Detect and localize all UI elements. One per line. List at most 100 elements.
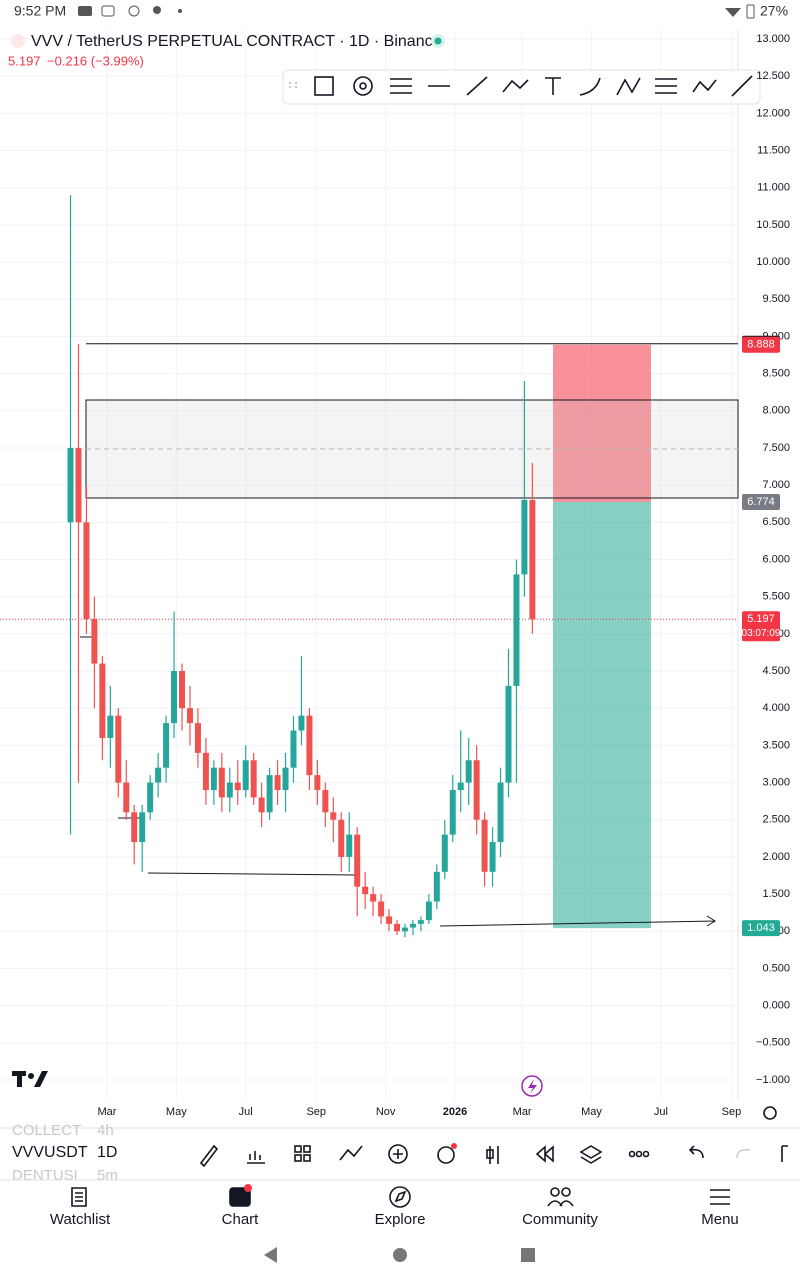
candle-body (314, 775, 321, 791)
candle-body (67, 447, 74, 523)
next-symbol: DENTUSI (12, 1167, 78, 1184)
toolbar-icons[interactable] (199, 1144, 788, 1168)
nav-label[interactable]: Community (522, 1211, 598, 1228)
candle-body (274, 775, 281, 791)
price-badge-bg (742, 336, 780, 353)
prev-symbol: COLLECT (12, 1122, 81, 1139)
y-tick-label: 8.500 (762, 368, 790, 380)
y-tick-label: 12.000 (756, 107, 790, 119)
candle-body (226, 782, 233, 798)
price-badge-bg (742, 920, 780, 937)
chart-badge (244, 1184, 252, 1192)
price-change: −0.216 (−3.99%) (47, 53, 144, 68)
candle-body (131, 812, 138, 843)
candle-body (218, 767, 225, 798)
candle-body (521, 500, 528, 575)
y-tick-label: 6.500 (762, 516, 790, 528)
candle-body (489, 842, 496, 872)
status-icons (78, 4, 755, 19)
candle-body (163, 723, 170, 768)
y-tick-label: 2.000 (762, 851, 790, 863)
last-price: 5.197 (8, 53, 41, 68)
candle-body (401, 927, 408, 932)
price-badge-bg (742, 611, 780, 642)
candle-body (306, 715, 313, 776)
x-tick-label: May (166, 1106, 187, 1118)
candle-body (194, 723, 201, 753)
candle-body (417, 920, 424, 924)
nav-label[interactable]: Watchlist (50, 1211, 111, 1228)
price-badge: 6.774 (742, 493, 780, 510)
candle-body (497, 782, 504, 843)
sys-back[interactable] (264, 1247, 277, 1263)
price-badge-label: 6.774 (747, 496, 775, 508)
arrow-line (439, 915, 716, 927)
countdown: 03:07:09 (742, 628, 781, 639)
y-tick-label: 10.500 (756, 219, 790, 231)
x-tick-label: Sep (306, 1106, 326, 1118)
sys-home[interactable] (393, 1248, 407, 1262)
price-badge-label: 5.197 (747, 613, 775, 625)
y-tick-label: 12.500 (756, 70, 790, 82)
x-tick-label: May (581, 1106, 602, 1118)
market-status-dot (434, 37, 442, 45)
candle-body (394, 923, 401, 932)
alert-icon[interactable] (521, 1075, 543, 1097)
candle-body (242, 760, 249, 791)
price-badge-bg (742, 493, 780, 510)
price-badge: 1.043 (742, 920, 780, 937)
candle-body (505, 685, 512, 783)
candle-body (266, 775, 273, 813)
status-time: 9:52 PM (14, 3, 66, 19)
y-tick-label: 13.000 (756, 33, 790, 45)
symbol-icon (11, 34, 25, 48)
candle-body (258, 797, 265, 813)
candle-body (425, 901, 432, 921)
symbol-title: VVV / TetherUS PERPETUAL CONTRACT · 1D ·… (31, 33, 442, 50)
nav-label[interactable]: Explore (375, 1211, 426, 1228)
x-tick-label: Mar (513, 1106, 532, 1118)
candle-body (465, 760, 472, 783)
long-position-target (553, 344, 651, 502)
toolbar-symbol[interactable]: VVVUSDT (12, 1144, 88, 1161)
candle-body (210, 767, 217, 791)
candle-body (139, 812, 146, 843)
x-tick-label: Sep (722, 1106, 742, 1118)
y-tick-label: 2.500 (762, 814, 790, 826)
sys-recent[interactable] (521, 1248, 535, 1262)
candle-body (449, 790, 456, 835)
x-tick-label: Mar (97, 1106, 116, 1118)
candle-body (441, 834, 448, 872)
alert-badge (451, 1143, 457, 1149)
candle-body (171, 671, 178, 724)
y-tick-label: 1.500 (762, 888, 790, 900)
candle-body (123, 782, 130, 813)
y-tick-label: 5.500 (762, 591, 790, 603)
next-interval: 5m (97, 1167, 118, 1184)
candle-body (433, 871, 440, 902)
x-tick-label: 2026 (443, 1106, 467, 1118)
y-tick-label: 9.500 (762, 293, 790, 305)
candle-body (282, 767, 289, 791)
logo (12, 1071, 48, 1087)
y-tick-label: 4.000 (762, 702, 790, 714)
candle-body (234, 782, 241, 791)
x-tick-label: Jul (239, 1106, 253, 1118)
y-tick-label: 3.500 (762, 739, 790, 751)
nav-label[interactable]: Chart (222, 1211, 260, 1228)
y-tick-label: −1.000 (756, 1074, 790, 1086)
price-badge: 8.888 (742, 336, 780, 353)
candle-body (330, 812, 337, 820)
nav-bar: Watchlist Chart Explore Community Menu (50, 1211, 739, 1228)
alert-bolt (528, 1079, 537, 1094)
nav-icons (71, 1186, 730, 1208)
nav-label[interactable]: Menu (701, 1211, 739, 1228)
toolbar-interval[interactable]: 1D (97, 1144, 117, 1161)
settings-icon[interactable] (763, 1106, 777, 1120)
y-tick-label: 11.500 (757, 144, 790, 156)
y-tick-label: 11.000 (757, 182, 790, 194)
y-tick-label: 3.000 (762, 776, 790, 788)
candle-body (179, 671, 186, 709)
